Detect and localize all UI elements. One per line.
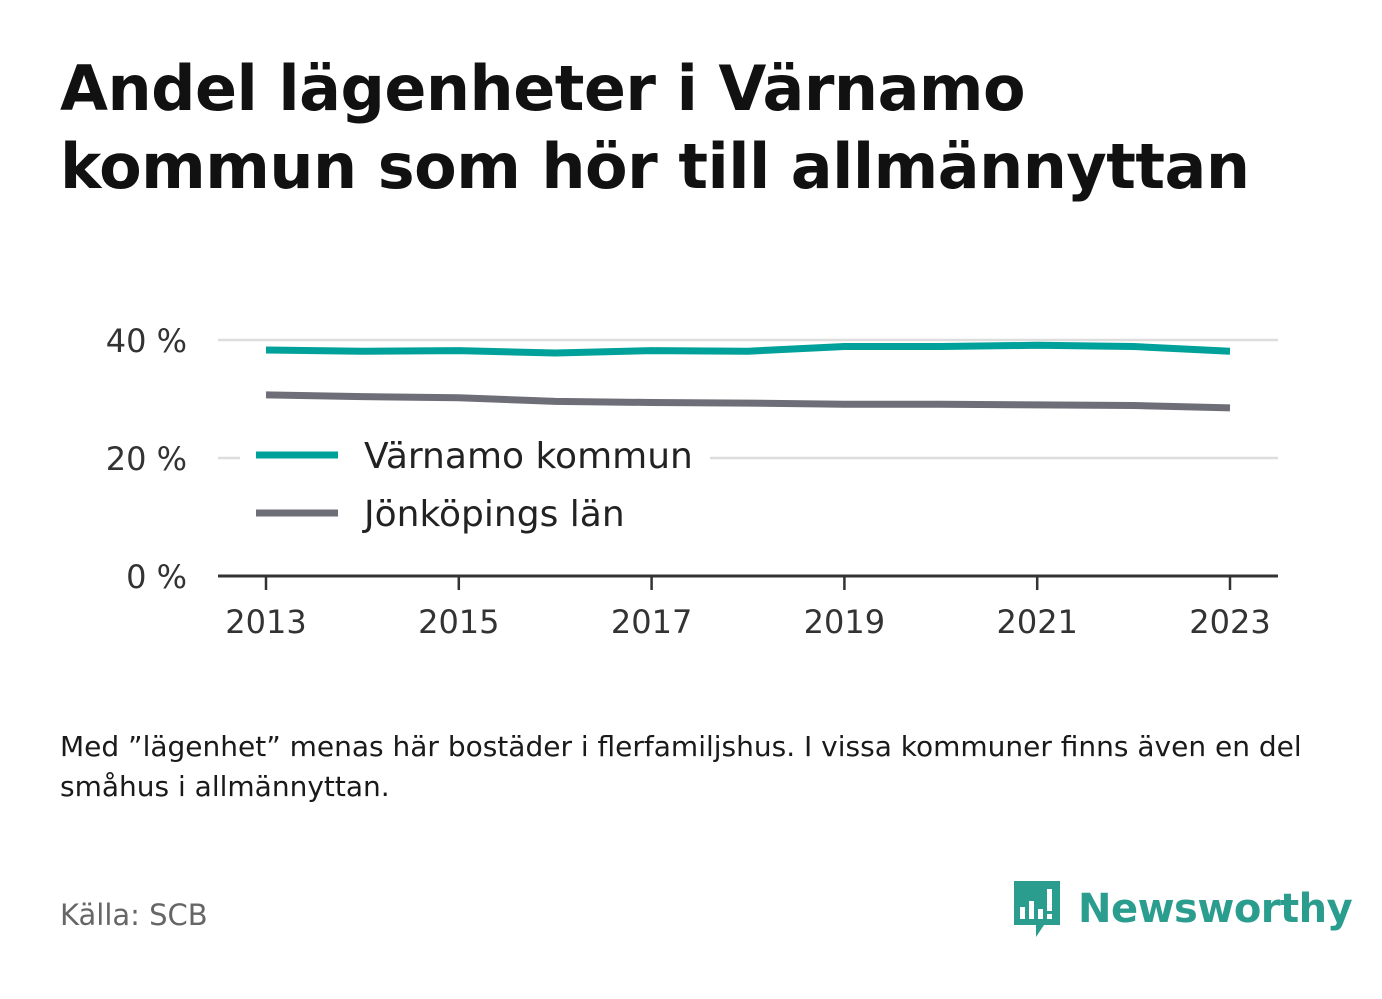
- series-lines: [265, 341, 1231, 412]
- newsworthy-logo[interactable]: Newsworthy: [1010, 877, 1353, 941]
- x-tick-label: 2023: [1189, 603, 1270, 641]
- y-tick-label: 20 %: [106, 440, 187, 478]
- logo-text: Newsworthy: [1078, 886, 1353, 932]
- series-line-jonkopings-lan: [265, 391, 1231, 412]
- y-tick-label: 40 %: [106, 322, 187, 360]
- legend: Värnamo kommun Jönköpings län: [240, 428, 710, 546]
- y-axis-labels: 0 % 20 % 40 %: [106, 322, 187, 596]
- source-label: Källa: SCB: [60, 898, 208, 932]
- x-tick-label: 2013: [225, 603, 306, 641]
- x-tick-label: 2017: [611, 603, 692, 641]
- legend-label: Jönköpings län: [362, 494, 625, 535]
- legend-label: Värnamo kommun: [364, 436, 693, 477]
- x-tick-label: 2015: [418, 603, 499, 641]
- x-tick-label: 2019: [804, 603, 885, 641]
- x-tick-label: 2021: [996, 603, 1077, 641]
- chart-title: Andel lägenheter i Värnamo kommun som hö…: [60, 52, 1250, 203]
- x-axis: 2013 2015 2017 2019 2021 2023: [218, 574, 1278, 641]
- series-line-varnamo-kommun: [265, 341, 1231, 357]
- footnote: Med ”lägenhet” menas här bostäder i fler…: [60, 730, 1302, 803]
- bar-chart-speech-bubble-icon: [1014, 881, 1060, 937]
- legend-background: [240, 428, 710, 546]
- y-tick-label: 0 %: [126, 558, 187, 596]
